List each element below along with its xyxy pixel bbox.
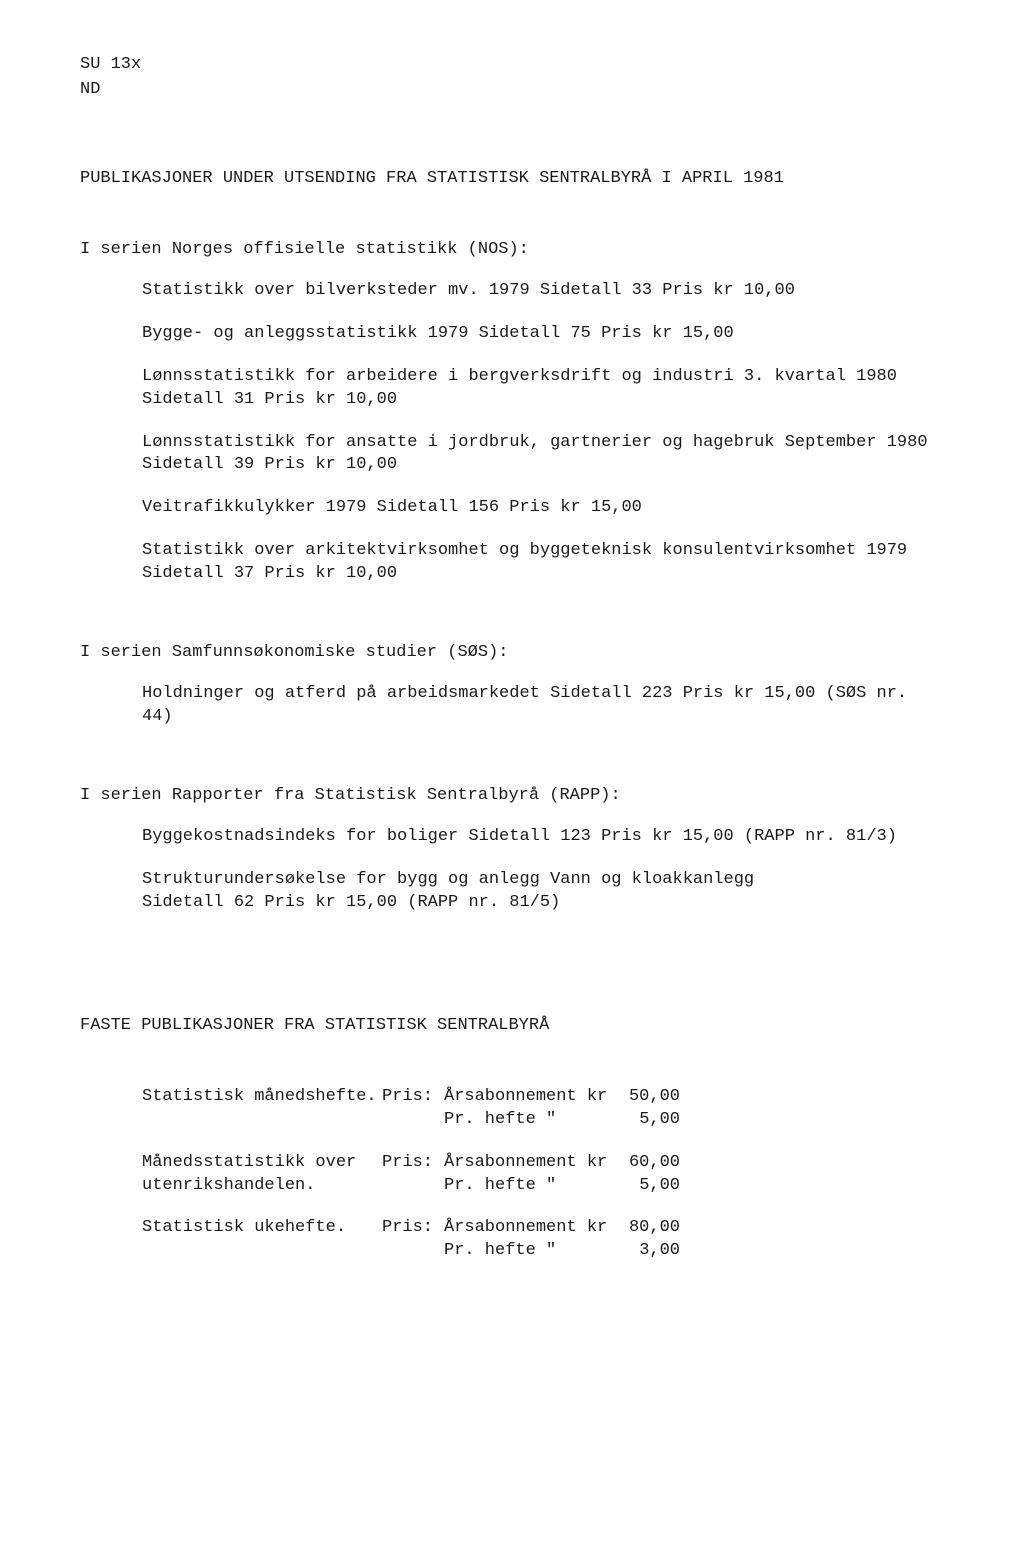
section-title: I serien Rapporter fra Statistisk Sentra… [80, 785, 944, 808]
per-issue-price: 5,00 [624, 1109, 680, 1132]
per-issue-price: 5,00 [624, 1175, 680, 1198]
doc-code-line2: ND [80, 79, 944, 102]
per-issue-price: 3,00 [624, 1240, 680, 1263]
publication-entry: Strukturundersøkelse for bygg og anlegg … [142, 869, 944, 915]
fixed-pub-title: FASTE PUBLIKASJONER FRA STATISTISK SENTR… [80, 1015, 944, 1038]
pris-label: Pris: [382, 1086, 444, 1132]
subscription-price: 60,00 [624, 1152, 680, 1175]
fixed-publications-table: Statistisk månedshefte. Pris: Årsabonnem… [142, 1086, 680, 1264]
publication-entry: Statistikk over bilverksteder mv. 1979 S… [142, 280, 944, 303]
pris-label: Pris: [382, 1152, 444, 1198]
publication-entry: Statistikk over arkitektvirksomhet og by… [142, 540, 944, 586]
pris-label: Pris: [382, 1217, 444, 1263]
pub-name: Månedsstatistikk overutenrikshandelen. [142, 1152, 382, 1198]
publication-entry: Lønnsstatistikk for arbeidere i bergverk… [142, 366, 944, 412]
pub-name: Statistisk månedshefte. [142, 1086, 382, 1132]
section-title: I serien Norges offisielle statistikk (N… [80, 239, 944, 262]
publication-entry: Veitrafikkulykker 1979 Sidetall 156 Pris… [142, 497, 944, 520]
section-title: I serien Samfunnsøkonomiske studier (SØS… [80, 642, 944, 665]
publication-entry: Byggekostnadsindeks for boliger Sidetall… [142, 826, 944, 849]
subscription-label: Årsabonnement kr [444, 1217, 624, 1240]
publication-entry: Holdninger og atferd på arbeidsmarkedet … [142, 683, 944, 729]
subscription-label: Årsabonnement kr [444, 1152, 624, 1175]
table-row: Statistisk månedshefte. Pris: Årsabonnem… [142, 1086, 680, 1109]
per-issue-label: Pr. hefte " [444, 1240, 624, 1263]
publication-entry: Lønnsstatistikk for ansatte i jordbruk, … [142, 432, 944, 478]
subscription-price: 50,00 [624, 1086, 680, 1109]
publication-entry: Bygge- og anleggsstatistikk 1979 Sidetal… [142, 323, 944, 346]
doc-code-line1: SU 13x [80, 54, 944, 77]
table-row: Månedsstatistikk overutenrikshandelen. P… [142, 1152, 680, 1175]
per-issue-label: Pr. hefte " [444, 1175, 624, 1198]
main-title: PUBLIKASJONER UNDER UTSENDING FRA STATIS… [80, 168, 944, 191]
table-row: Statistisk ukehefte. Pris: Årsabonnement… [142, 1217, 680, 1240]
subscription-label: Årsabonnement kr [444, 1086, 624, 1109]
subscription-price: 80,00 [624, 1217, 680, 1240]
per-issue-label: Pr. hefte " [444, 1109, 624, 1132]
pub-name: Statistisk ukehefte. [142, 1217, 382, 1263]
